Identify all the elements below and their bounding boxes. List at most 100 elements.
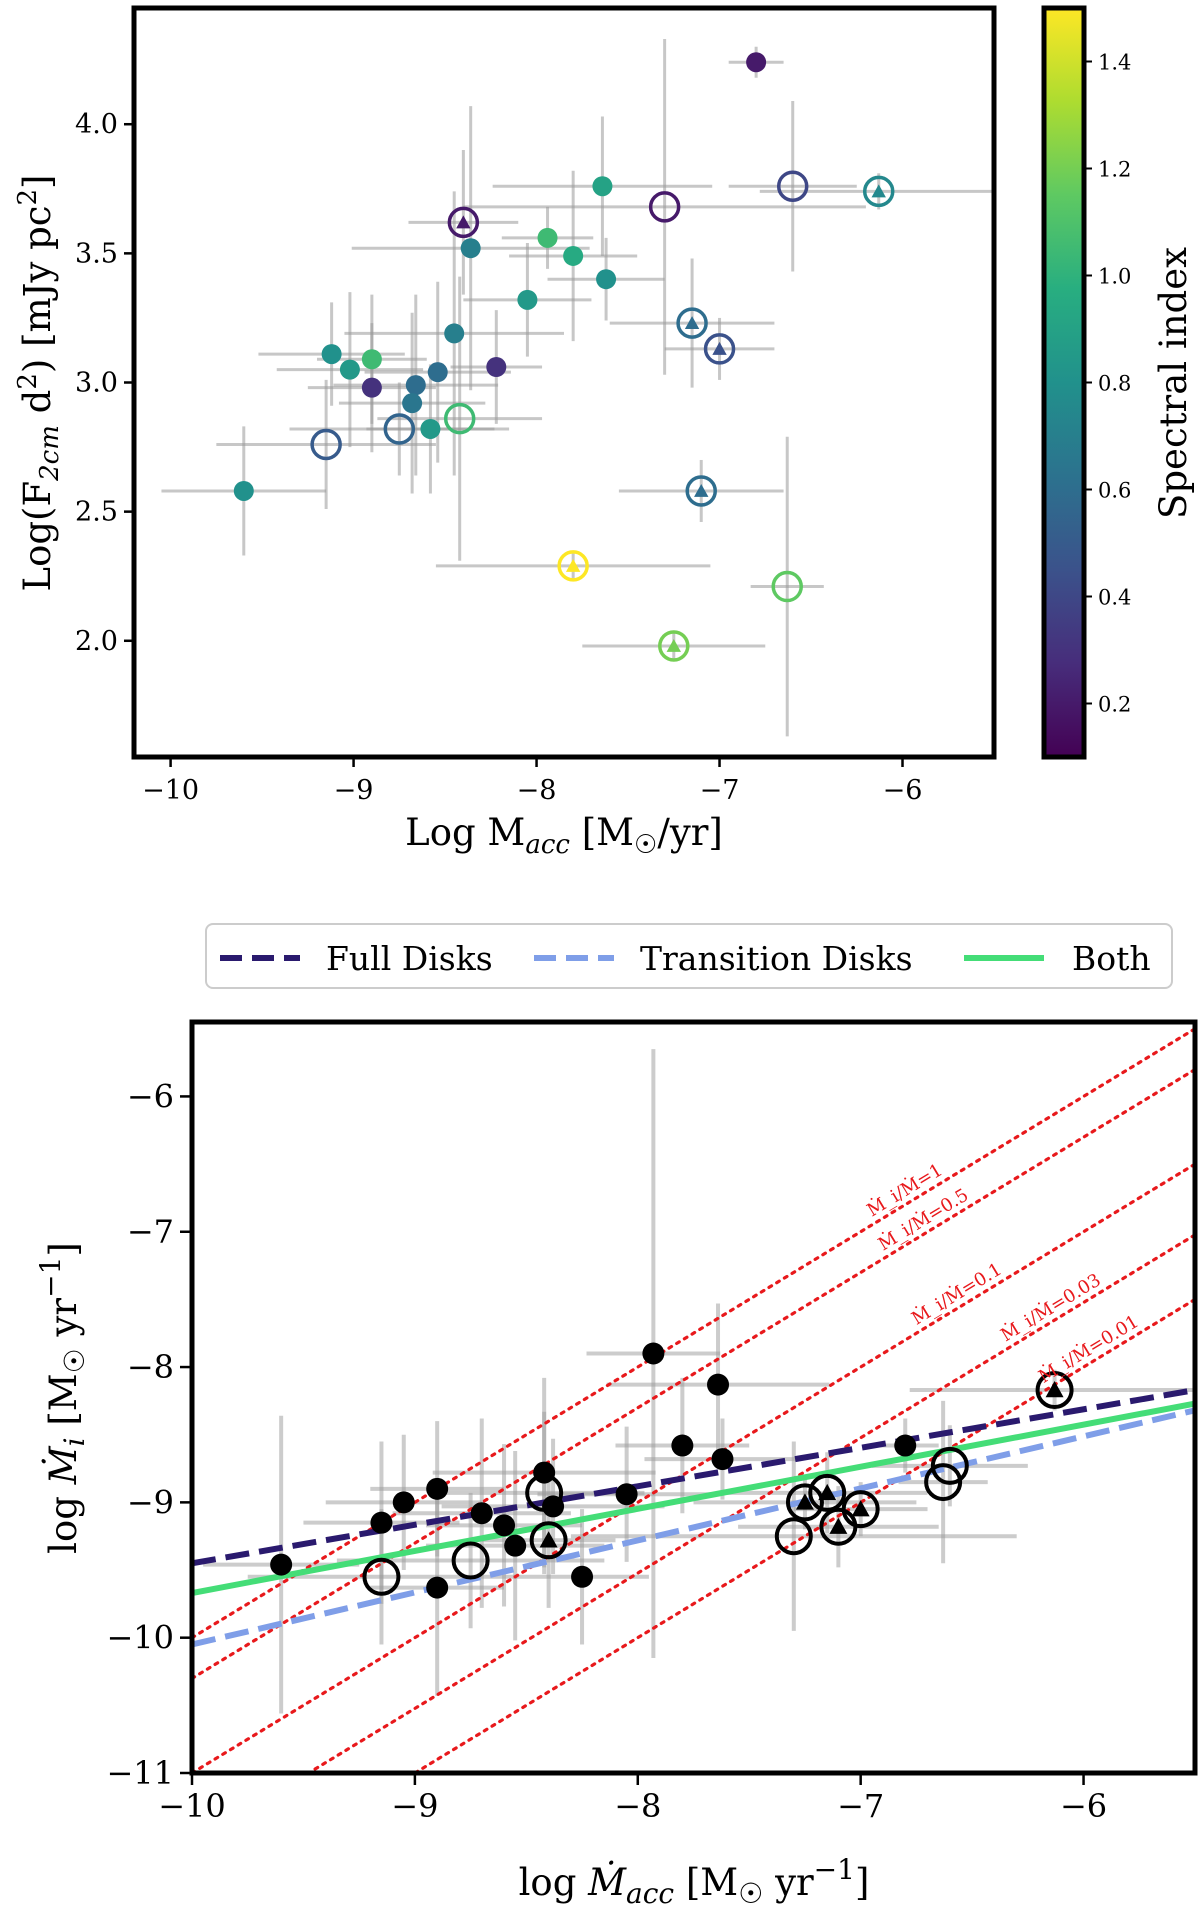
ratio-line bbox=[192, 1067, 1195, 1681]
ratio-line bbox=[411, 1297, 1195, 1773]
data-point-open bbox=[362, 1557, 401, 1596]
data-point-triangle bbox=[685, 475, 717, 507]
data-point bbox=[402, 393, 423, 414]
data-point bbox=[493, 1514, 516, 1537]
x-tick-label: −8 bbox=[614, 1787, 661, 1825]
legend-both-label: Both bbox=[1072, 939, 1151, 978]
error-bar bbox=[750, 436, 824, 737]
x-tick-label: −9 bbox=[391, 1787, 438, 1825]
colorbar-tick-label: 1.0 bbox=[1098, 265, 1131, 289]
data-point-open bbox=[310, 428, 342, 461]
x-tick-label: −10 bbox=[142, 775, 199, 806]
data-point bbox=[460, 238, 481, 259]
colorbar-tick-label: 1.2 bbox=[1098, 158, 1131, 182]
data-point bbox=[596, 269, 617, 290]
accretion-mass-loss-panel: Full Disks Transition Disks Both Ṁ_i/Ṁ=1… bbox=[34, 923, 1198, 1909]
data-point bbox=[370, 1511, 393, 1534]
data-point-triangle bbox=[658, 630, 690, 662]
error-bar bbox=[728, 100, 857, 272]
legend-full-disks-label: Full Disks bbox=[326, 939, 493, 978]
data-point bbox=[444, 323, 465, 344]
fit-line bbox=[192, 1407, 1195, 1648]
data-point bbox=[339, 359, 360, 380]
y-tick-label: 3.0 bbox=[75, 368, 118, 399]
y-tick-label: 3.5 bbox=[75, 238, 118, 269]
colorbar-tick-label: 0.4 bbox=[1098, 586, 1131, 610]
legend-frame bbox=[205, 923, 1173, 989]
data-point bbox=[894, 1434, 917, 1457]
colorbar-tick-label: 0.8 bbox=[1098, 372, 1131, 396]
plot-frame-2 bbox=[189, 1019, 1198, 1776]
ratio-line bbox=[192, 1027, 1195, 1640]
data-point bbox=[426, 1576, 449, 1599]
data-point bbox=[427, 362, 448, 383]
data-point-triangle bbox=[1035, 1371, 1074, 1410]
data-point bbox=[615, 1483, 638, 1506]
data-point-triangle bbox=[529, 1521, 568, 1560]
data-point-triangle bbox=[862, 175, 895, 208]
data-point-open bbox=[383, 413, 416, 445]
data-point-open bbox=[443, 402, 476, 435]
y-tick-label: 4.0 bbox=[75, 109, 118, 140]
error-bar bbox=[289, 382, 510, 476]
accretion-flux-panel: −10 −9 −8 −7 −6 2.0 2.5 3.0 3.5 4.0 Log Macc [M☉/… bbox=[13, 5, 1195, 860]
y-tick-label: −10 bbox=[106, 1619, 174, 1657]
data-point bbox=[420, 418, 441, 439]
colorbar-label: Spectral index bbox=[1152, 247, 1195, 519]
x-tick-label: −7 bbox=[837, 1787, 884, 1825]
data-point bbox=[571, 1565, 594, 1588]
colorbar-tick-label: 0.2 bbox=[1098, 693, 1131, 717]
data-point-triangle bbox=[557, 550, 589, 582]
x-tick-label: −6 bbox=[883, 775, 923, 806]
x-tick-label: −8 bbox=[517, 775, 557, 806]
data-point-triangle bbox=[703, 333, 736, 365]
y-tick-label: −11 bbox=[106, 1754, 174, 1792]
data-point-open bbox=[648, 191, 681, 223]
data-point bbox=[533, 1461, 556, 1484]
data-point-triangle bbox=[676, 307, 708, 339]
data-point bbox=[746, 52, 767, 73]
data-point bbox=[321, 344, 342, 365]
data-point-open bbox=[924, 1463, 963, 1502]
data-point bbox=[270, 1553, 293, 1576]
data-point-open bbox=[451, 1541, 490, 1580]
data-point-open bbox=[930, 1446, 969, 1485]
y-tick-label: −6 bbox=[127, 1077, 174, 1115]
y-tick-label: −9 bbox=[127, 1483, 174, 1521]
fit-line bbox=[192, 1400, 1195, 1596]
data-point bbox=[707, 1373, 730, 1396]
data-point-triangle bbox=[808, 1473, 847, 1512]
data-point bbox=[711, 1448, 734, 1471]
data-point bbox=[361, 349, 382, 370]
ratio-line bbox=[305, 1233, 1195, 1773]
x-tick-label: −7 bbox=[700, 775, 740, 806]
data-point bbox=[470, 1502, 493, 1525]
legend-transition-disks-label: Transition Disks bbox=[640, 939, 913, 978]
colorbar-tick-label: 1.4 bbox=[1098, 51, 1131, 75]
y-axis-label: Log(F2cm d2) [mJy pc2] bbox=[13, 174, 65, 591]
data-point bbox=[486, 357, 507, 378]
data-point bbox=[563, 245, 584, 266]
x-tick-label: −6 bbox=[1060, 1787, 1107, 1825]
data-point-triangle bbox=[841, 1490, 880, 1529]
data-point bbox=[504, 1534, 527, 1557]
y-axis-label-2: log Ṁi [M☉ yr−1] bbox=[34, 1242, 91, 1554]
ratio-line-label: Ṁ_i/Ṁ=0.01 bbox=[1034, 1309, 1142, 1387]
colorbar: 0.2 0.4 0.6 0.8 1.0 1.2 1.4 Spectral index bbox=[1041, 5, 1195, 760]
ratio-line bbox=[192, 1162, 1195, 1773]
data-point-triangle bbox=[785, 1483, 824, 1522]
y-tick-label: 2.5 bbox=[75, 497, 118, 528]
plot-frame bbox=[131, 5, 997, 760]
data-point-triangle bbox=[447, 206, 480, 239]
error-bar bbox=[463, 38, 866, 375]
data-point bbox=[361, 377, 382, 398]
error-bar bbox=[377, 276, 543, 561]
data-point-open bbox=[776, 170, 809, 202]
x-tick-label: −9 bbox=[334, 775, 374, 806]
data-point bbox=[537, 227, 558, 248]
x-axis-label: Log Macc [M☉/yr] bbox=[405, 811, 723, 860]
x-axis-label-2: log Ṁacc [M☉ yr−1] bbox=[519, 1853, 870, 1909]
data-point-open bbox=[774, 1517, 813, 1556]
data-point bbox=[592, 176, 613, 197]
data-point bbox=[405, 375, 426, 396]
